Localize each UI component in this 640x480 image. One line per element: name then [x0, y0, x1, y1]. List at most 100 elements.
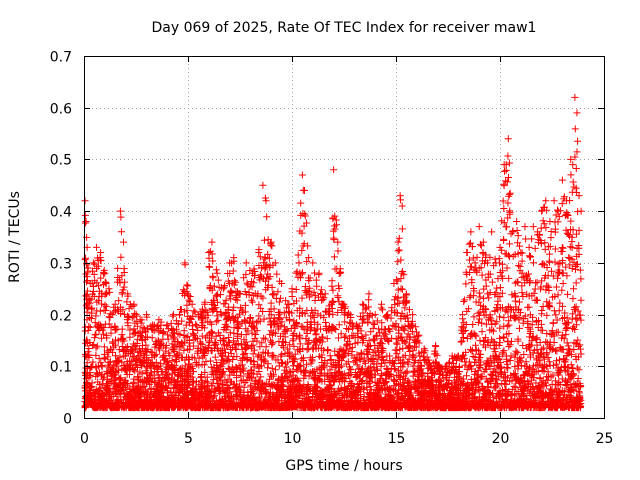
data-point [161, 375, 169, 383]
data-point [260, 334, 268, 342]
data-point [188, 362, 196, 370]
data-point [151, 368, 159, 376]
data-point [130, 352, 138, 360]
data-point [462, 280, 470, 288]
data-point [212, 318, 220, 326]
data-point [114, 264, 122, 272]
data-point [230, 303, 238, 311]
data-point [120, 346, 128, 354]
data-point [94, 370, 102, 378]
data-point [236, 310, 244, 318]
data-point [91, 319, 99, 327]
data-point [167, 319, 175, 327]
data-point [189, 342, 197, 350]
data-point [365, 337, 373, 345]
data-point [241, 301, 249, 309]
data-point [98, 363, 106, 371]
data-point [255, 301, 263, 309]
data-point [149, 374, 157, 382]
data-point [184, 372, 192, 380]
data-point [185, 360, 193, 368]
data-point [194, 326, 202, 334]
data-point [182, 321, 190, 329]
data-point [209, 394, 217, 402]
data-point [118, 288, 126, 296]
data-point [203, 373, 211, 381]
data-point [127, 346, 135, 354]
data-point [138, 342, 146, 350]
data-point [107, 358, 115, 366]
data-point [100, 343, 108, 351]
data-point [189, 394, 197, 402]
data-point [157, 395, 165, 403]
data-point [144, 359, 152, 367]
data-point [93, 342, 101, 350]
data-point [111, 341, 119, 349]
data-point [130, 378, 138, 386]
data-point [217, 350, 225, 358]
data-point [157, 388, 165, 396]
data-point [336, 265, 344, 273]
data-point [122, 367, 130, 375]
data-point [231, 383, 239, 391]
data-point [85, 344, 93, 352]
data-point [168, 357, 176, 365]
data-point [295, 259, 303, 267]
data-point [298, 246, 306, 254]
data-point [160, 356, 168, 364]
data-point [123, 298, 131, 306]
data-point [101, 401, 109, 409]
data-point [229, 369, 237, 377]
data-point [203, 308, 211, 316]
data-point [123, 381, 131, 389]
data-point [130, 392, 138, 400]
data-point [189, 326, 197, 334]
data-point [224, 338, 232, 346]
data-point [209, 296, 217, 304]
data-point [214, 383, 222, 391]
data-point [99, 268, 107, 276]
data-point [156, 346, 164, 354]
data-point [126, 370, 134, 378]
data-point [221, 300, 229, 308]
data-point [115, 346, 123, 354]
data-point [116, 381, 124, 389]
data-point [92, 351, 100, 359]
data-point [268, 353, 276, 361]
data-point [182, 333, 190, 341]
data-point [232, 345, 240, 353]
data-point [311, 297, 319, 305]
data-point [133, 384, 141, 392]
data-point [334, 294, 342, 302]
data-point [124, 322, 132, 330]
data-point [224, 277, 232, 285]
data-point [252, 331, 260, 339]
data-point [115, 374, 123, 382]
data-point [125, 392, 133, 400]
data-point [410, 359, 418, 367]
data-point [185, 296, 193, 304]
data-point [214, 366, 222, 374]
data-point [139, 358, 147, 366]
data-point [221, 320, 229, 328]
data-point [163, 322, 171, 330]
data-point [385, 325, 393, 333]
data-point [172, 325, 180, 333]
data-point [101, 291, 109, 299]
data-point [472, 341, 480, 349]
data-point [303, 346, 311, 354]
data-point [237, 340, 245, 348]
data-point [164, 399, 172, 407]
data-point [137, 349, 145, 357]
data-point [222, 322, 230, 330]
data-point [115, 297, 123, 305]
data-point [221, 376, 229, 384]
data-point [205, 330, 213, 338]
data-point [340, 334, 348, 342]
data-point [121, 310, 129, 318]
data-point [214, 276, 222, 284]
data-point [116, 353, 124, 361]
data-point [159, 328, 167, 336]
data-point [183, 306, 191, 314]
